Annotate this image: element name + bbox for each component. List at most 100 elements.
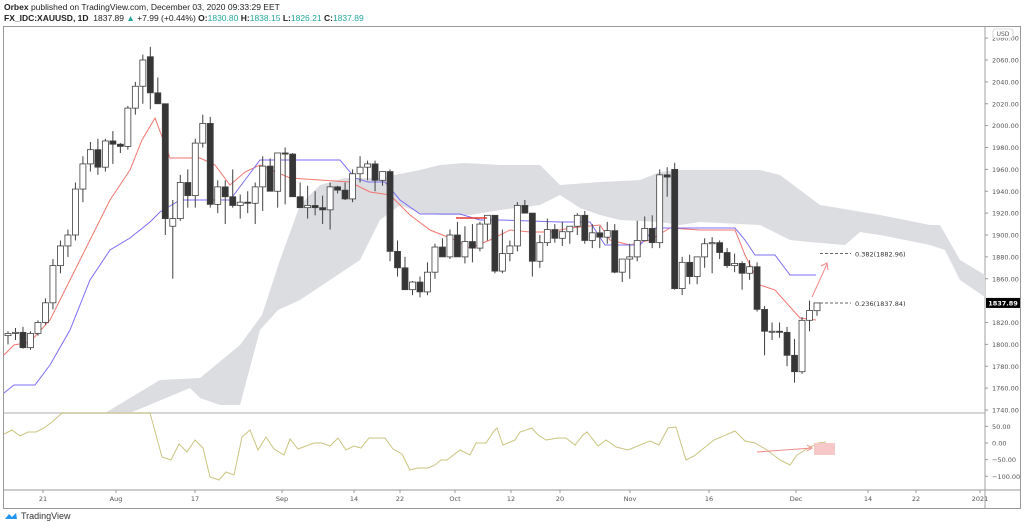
time-tick-label: 20 — [556, 495, 564, 503]
candle — [304, 185, 312, 219]
price-tick-label: 1940.00 — [992, 188, 1019, 196]
candle — [139, 54, 147, 104]
candle-body — [626, 256, 634, 260]
candle-body — [199, 123, 207, 144]
candle — [731, 253, 739, 273]
candle — [521, 200, 529, 214]
candle — [394, 240, 401, 277]
candle-body — [409, 281, 416, 291]
candle-body — [19, 331, 27, 349]
candle-body — [648, 228, 656, 244]
candle — [206, 116, 214, 208]
candle — [716, 240, 724, 260]
candle-body — [663, 174, 671, 178]
candle-body — [131, 85, 139, 109]
candle — [618, 258, 626, 283]
candle — [558, 221, 566, 246]
candle-body — [146, 56, 154, 94]
price-tick-label: 2000.00 — [992, 122, 1019, 130]
candle — [528, 212, 536, 277]
candle — [214, 180, 222, 214]
current-price-label: 1837.89 — [988, 299, 1018, 307]
candle — [72, 182, 79, 241]
projection-arrow — [811, 263, 828, 298]
candle-body — [678, 261, 686, 289]
currency-badge — [992, 28, 1014, 39]
candle-body — [581, 214, 589, 241]
candle — [281, 147, 289, 205]
oscillator-tick-label: 0.00 — [992, 440, 1006, 448]
tenkan-line — [3, 116, 817, 356]
candle-body — [139, 59, 147, 87]
candle — [371, 160, 379, 192]
candle — [701, 238, 709, 268]
candle-body — [806, 310, 813, 321]
symbol-ohlc-bar: FX_IDC:XAUUSD, 1D 1837.89 ▲ +7.99 (+0.44… — [4, 13, 364, 23]
candle — [446, 229, 454, 260]
candle — [439, 238, 446, 258]
candle — [761, 306, 768, 356]
close-value: 1837.89 — [332, 13, 364, 23]
candle-body — [161, 103, 169, 219]
arrow-head-icon — [820, 262, 829, 271]
candle — [169, 200, 177, 279]
tradingview-logo[interactable]: TradingView — [4, 511, 71, 521]
candle — [671, 162, 679, 290]
candle-body — [701, 243, 709, 258]
candle-body — [618, 258, 626, 273]
candle — [738, 261, 746, 290]
candle — [753, 262, 761, 312]
candle-body — [536, 242, 544, 262]
candle — [746, 260, 753, 280]
price-change: +7.99 (+0.44%) — [137, 13, 196, 23]
candle-body — [693, 256, 701, 277]
candle-body — [349, 173, 356, 200]
open-value: 1830.80 — [207, 13, 239, 23]
candle-body — [154, 92, 162, 105]
candle-body — [4, 333, 12, 337]
candle-body — [738, 263, 746, 274]
time-tick-label: Oct — [449, 495, 461, 503]
candle-body — [633, 240, 641, 258]
candle — [364, 160, 371, 181]
candle — [513, 202, 521, 252]
candle-body — [813, 302, 821, 312]
brand-label: TradingView — [21, 511, 71, 521]
candle — [199, 114, 207, 148]
candle — [356, 156, 364, 183]
candle — [633, 220, 641, 262]
candle-body — [446, 234, 454, 258]
candle — [319, 195, 327, 225]
candle — [49, 259, 57, 310]
candle — [259, 156, 267, 211]
low-value: 1826.21 — [290, 13, 322, 23]
candle-body — [431, 246, 439, 273]
price-tick-label: 1820.00 — [992, 319, 1019, 327]
candle — [708, 237, 716, 274]
candle-body — [169, 218, 177, 227]
candle-body — [611, 230, 619, 273]
candle — [791, 338, 798, 383]
candle — [184, 169, 192, 208]
candle — [656, 169, 664, 249]
candle — [431, 243, 439, 279]
symbol-name: FX_IDC:XAUUSD, 1D — [4, 13, 89, 23]
candle — [289, 152, 297, 198]
publish-info: Orbex published on TradingView.com, Dece… — [4, 2, 280, 12]
candle — [131, 81, 139, 115]
candle — [506, 240, 514, 262]
candle — [566, 225, 574, 244]
candle-body — [588, 232, 596, 241]
candle — [641, 216, 649, 241]
candle — [783, 326, 791, 367]
candle-body — [716, 242, 724, 253]
candle — [491, 214, 499, 274]
candle-body — [116, 143, 124, 147]
candle — [146, 46, 154, 110]
candle-body — [513, 205, 521, 247]
candle — [101, 138, 109, 172]
candle — [12, 327, 19, 340]
fib-level-label: 0.236(1837.84) — [855, 300, 906, 308]
candle-body — [274, 152, 282, 192]
